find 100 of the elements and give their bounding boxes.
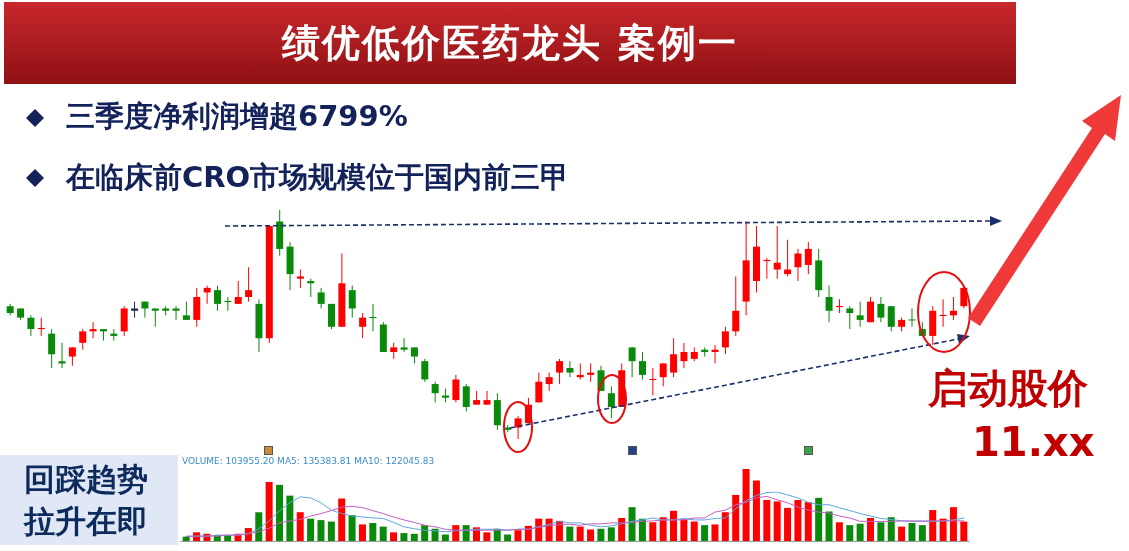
bar bbox=[566, 526, 574, 541]
bar bbox=[887, 517, 895, 541]
chart-title: 绩优低价医药龙头 案例一 bbox=[4, 2, 1016, 84]
bar bbox=[877, 522, 885, 541]
candlestick bbox=[317, 287, 325, 309]
candlestick bbox=[48, 328, 56, 369]
bar bbox=[265, 481, 273, 541]
text: VOLUME: 103955.20 MA5: 135383.81 MA10: 122045.83 bbox=[182, 456, 435, 467]
candlestick bbox=[908, 307, 916, 328]
bar bbox=[929, 510, 937, 541]
candlestick bbox=[628, 346, 636, 378]
bar bbox=[815, 497, 823, 541]
bar bbox=[680, 519, 688, 541]
candlestick bbox=[462, 383, 470, 413]
candlestick bbox=[151, 307, 159, 328]
text: 在临床前CRO市场规模位于国内前三甲 bbox=[66, 160, 570, 195]
candlestick bbox=[421, 358, 429, 383]
candlestick bbox=[535, 372, 543, 403]
bar bbox=[348, 515, 356, 541]
candlestick bbox=[245, 266, 253, 303]
bar bbox=[918, 525, 926, 541]
candlestick bbox=[794, 248, 802, 282]
bar bbox=[296, 512, 304, 541]
annotation: 启动股价 bbox=[928, 364, 1088, 412]
candlestick bbox=[732, 275, 740, 337]
bar bbox=[949, 507, 957, 541]
candlestick bbox=[431, 381, 439, 403]
bar bbox=[524, 525, 532, 541]
candlestick bbox=[400, 337, 408, 353]
bar bbox=[410, 533, 418, 541]
candlestick bbox=[359, 312, 367, 339]
candlestick bbox=[804, 241, 812, 275]
candlestick bbox=[213, 285, 221, 312]
bar bbox=[649, 522, 657, 541]
candlestick bbox=[670, 337, 678, 378]
bar bbox=[732, 494, 740, 541]
candlestick bbox=[120, 305, 128, 337]
bar bbox=[784, 507, 792, 541]
candlestick bbox=[846, 305, 854, 330]
bar bbox=[390, 532, 398, 541]
bar bbox=[659, 517, 667, 541]
text: 回踩趋势 bbox=[24, 461, 148, 499]
bar bbox=[846, 525, 854, 541]
candlestick bbox=[193, 287, 201, 328]
candlestick bbox=[348, 285, 356, 319]
bar bbox=[514, 530, 522, 541]
candlestick bbox=[182, 301, 190, 321]
bar bbox=[576, 526, 584, 541]
candlestick bbox=[825, 285, 833, 323]
candlestick bbox=[296, 269, 304, 289]
bar bbox=[327, 521, 335, 541]
candlestick bbox=[483, 390, 491, 406]
bar bbox=[752, 480, 760, 541]
candlestick bbox=[649, 367, 657, 396]
candlestick bbox=[545, 372, 553, 392]
bar bbox=[763, 499, 771, 541]
bar bbox=[628, 507, 636, 541]
candlestick bbox=[556, 358, 564, 385]
bar bbox=[898, 526, 906, 541]
bar bbox=[276, 484, 283, 541]
text: 拉升在即 bbox=[24, 503, 148, 541]
candlestick bbox=[172, 305, 180, 321]
bar bbox=[607, 527, 615, 541]
candlestick bbox=[856, 301, 864, 328]
bar bbox=[307, 518, 315, 541]
bar bbox=[939, 518, 947, 541]
candlestick bbox=[234, 280, 242, 305]
candlestick bbox=[773, 225, 781, 280]
bar bbox=[835, 522, 843, 541]
bar bbox=[721, 512, 729, 541]
candlestick bbox=[721, 326, 729, 355]
bar bbox=[535, 518, 543, 541]
bar bbox=[462, 525, 470, 541]
bar bbox=[856, 523, 864, 541]
bar bbox=[701, 525, 709, 541]
candlestick bbox=[607, 385, 615, 419]
bar bbox=[182, 536, 190, 541]
bar bbox=[960, 521, 968, 541]
bar bbox=[317, 520, 325, 541]
bar bbox=[825, 511, 833, 541]
candlestick bbox=[27, 314, 35, 337]
bar bbox=[587, 529, 595, 541]
candlestick bbox=[328, 303, 336, 330]
bar bbox=[369, 523, 377, 541]
bar bbox=[867, 517, 874, 541]
bar bbox=[690, 521, 698, 541]
candlestick bbox=[638, 351, 646, 380]
bar bbox=[483, 532, 491, 541]
bar bbox=[255, 512, 263, 541]
candlestick bbox=[659, 362, 667, 387]
candlestick bbox=[79, 328, 87, 351]
text: 三季度净利润增超6799% bbox=[66, 99, 408, 134]
bar bbox=[773, 501, 781, 541]
candlestick bbox=[514, 415, 522, 440]
bar bbox=[670, 510, 677, 541]
bar bbox=[794, 499, 802, 541]
bar bbox=[358, 524, 366, 541]
candlestick bbox=[867, 296, 875, 323]
bar bbox=[504, 534, 512, 541]
candlestick bbox=[68, 346, 76, 367]
